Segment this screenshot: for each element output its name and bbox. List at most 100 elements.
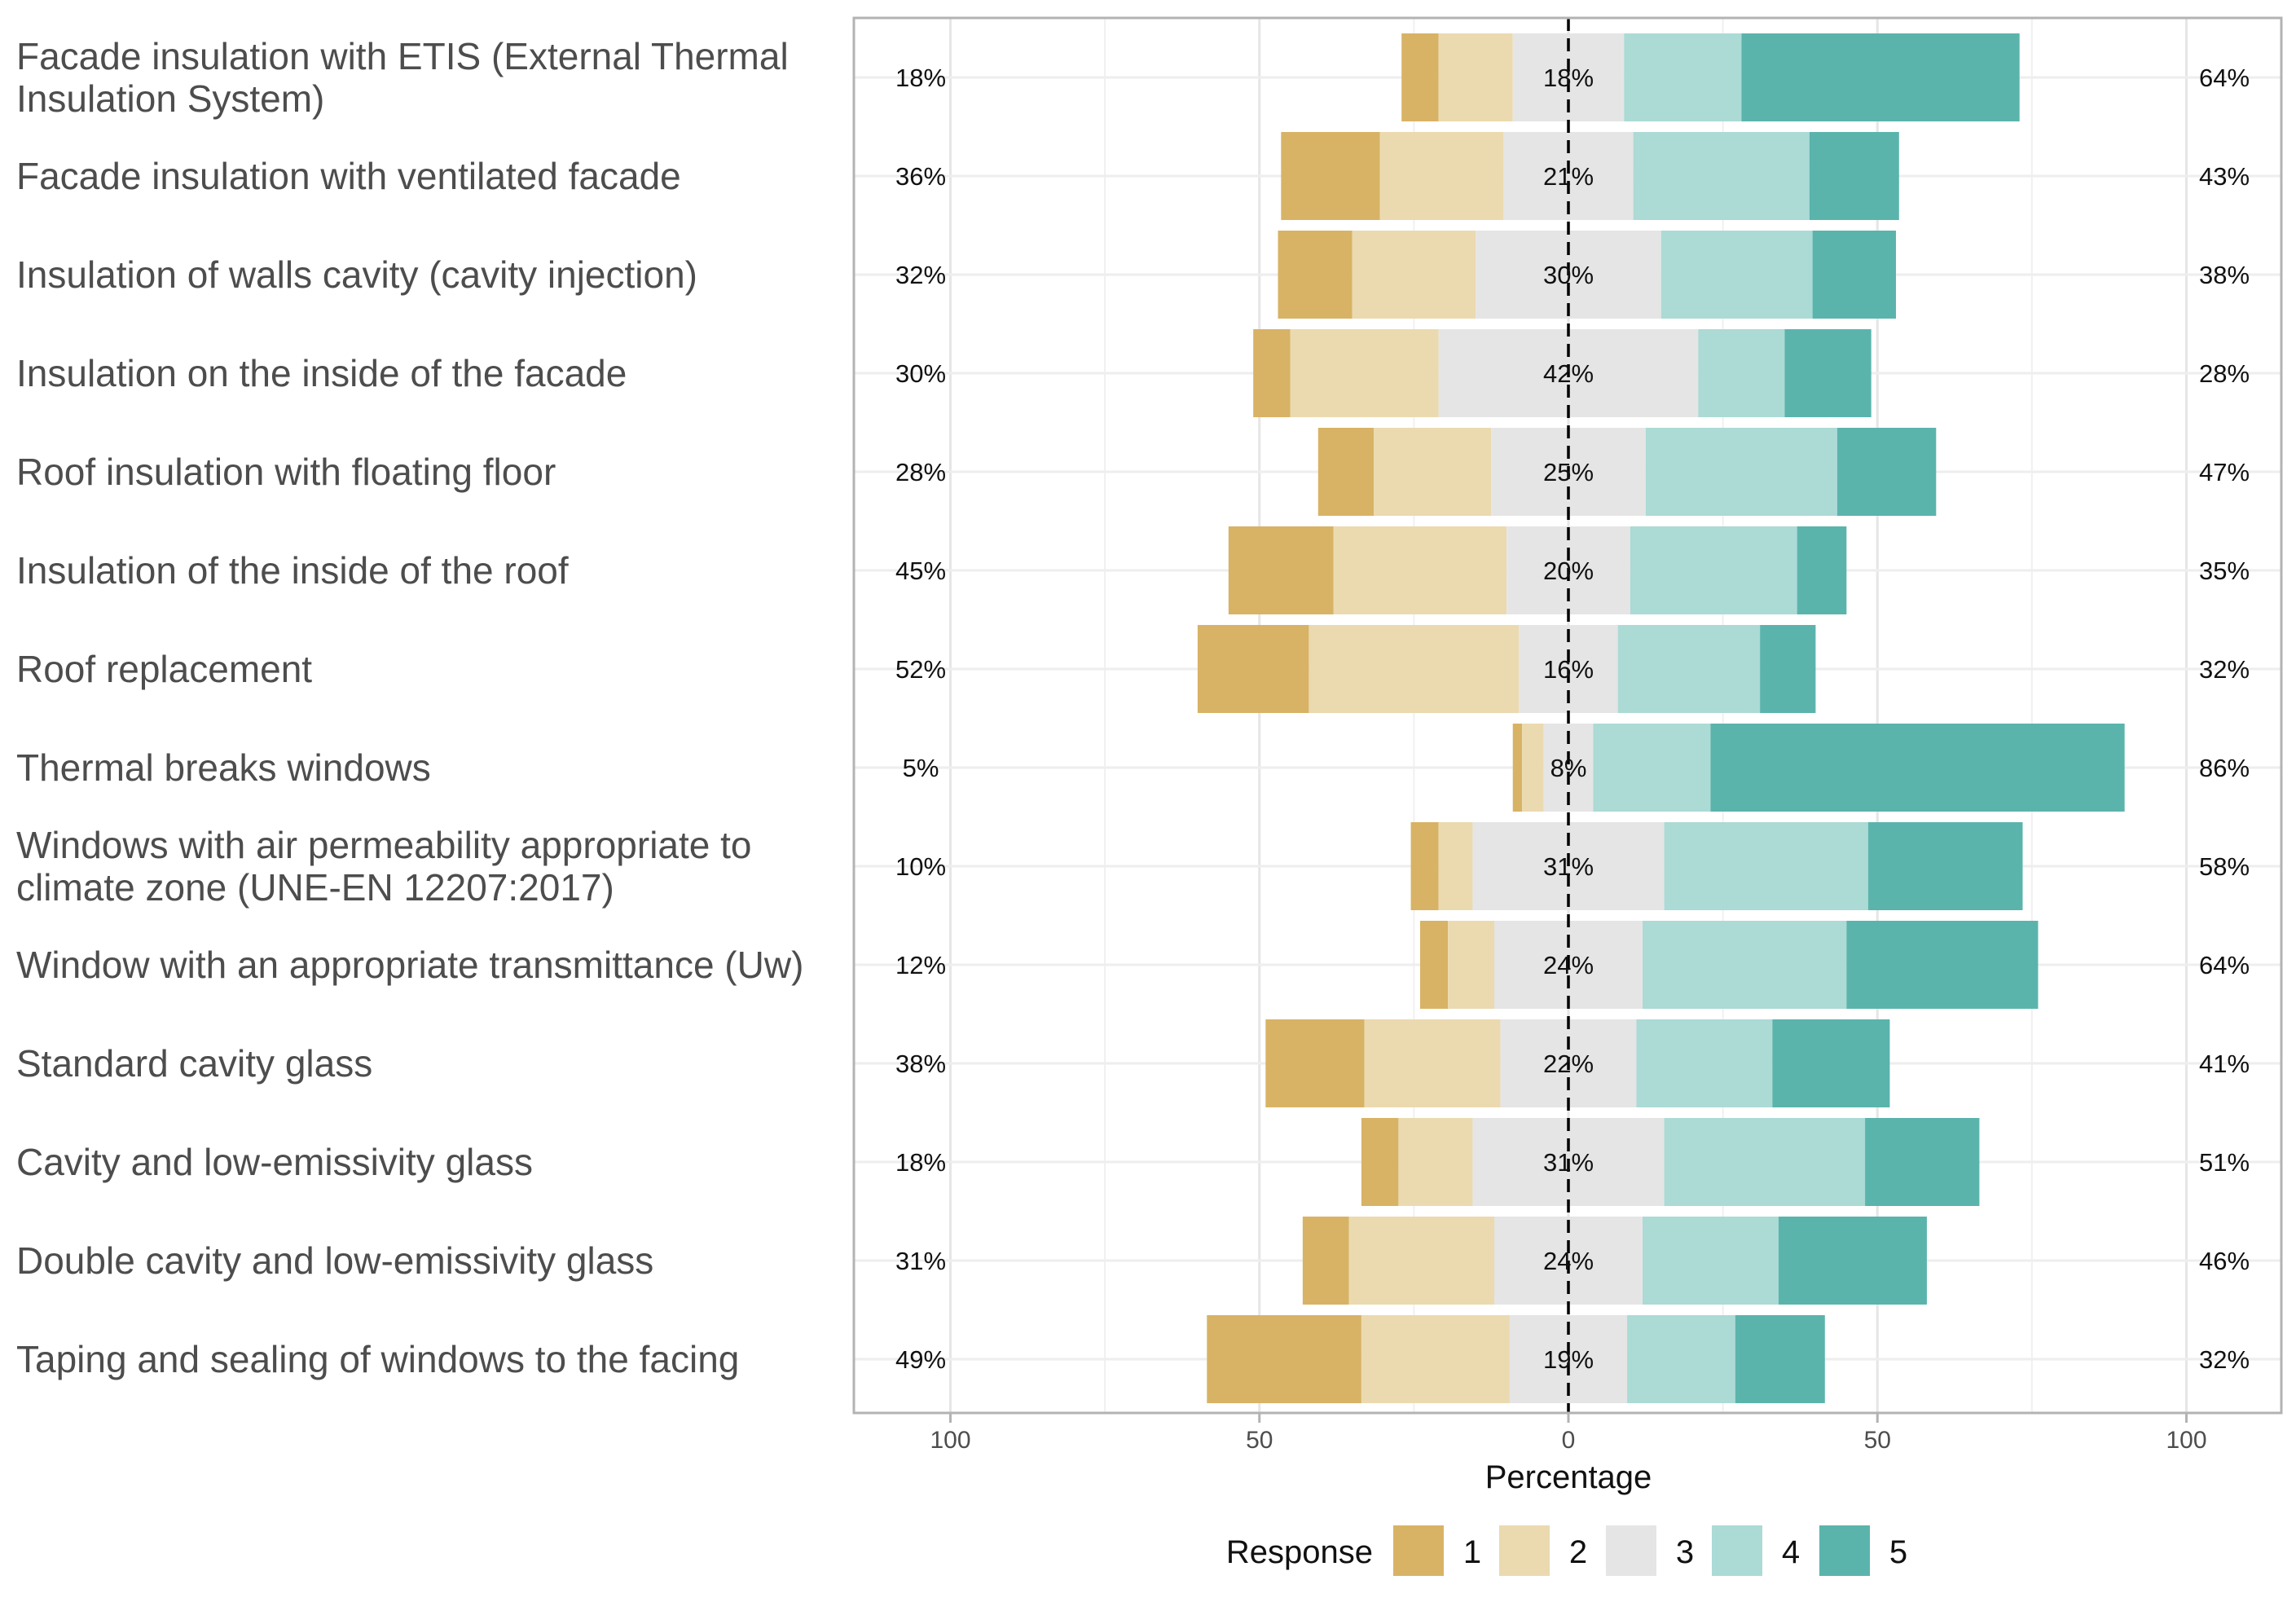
- category-label: Facade insulation with ventilated facade: [16, 155, 681, 197]
- right-percent-label: 64%: [2199, 64, 2250, 92]
- center-percent-label: 24%: [1543, 1247, 1594, 1275]
- left-percent-label: 18%: [895, 1148, 946, 1177]
- bar-segment-response-1: [1207, 1315, 1361, 1403]
- x-tick-label: 50: [1864, 1427, 1891, 1454]
- left-percent-label: 45%: [895, 557, 946, 585]
- left-percent-label: 5%: [903, 754, 939, 782]
- right-percent-label: 47%: [2199, 458, 2250, 486]
- center-percent-label: 25%: [1543, 458, 1594, 486]
- left-percent-label: 12%: [895, 951, 946, 979]
- bar-segment-response-1: [1278, 231, 1353, 319]
- legend-key-response-3: [1606, 1525, 1656, 1576]
- right-percent-label: 28%: [2199, 359, 2250, 388]
- bar-segment-response-4: [1630, 526, 1797, 614]
- bar-segment-response-2: [1309, 625, 1520, 713]
- bar-segment-response-2: [1398, 1118, 1473, 1206]
- bar-segment-response-1: [1410, 822, 1439, 910]
- bar-segment-response-1: [1302, 1217, 1349, 1305]
- bar-segment-response-4: [1660, 231, 1813, 319]
- bar-segment-response-1: [1228, 526, 1334, 614]
- center-percent-label: 22%: [1543, 1050, 1594, 1078]
- bar-segment-response-4: [1643, 921, 1847, 1009]
- left-percent-label: 30%: [895, 359, 946, 388]
- bar-segment-response-1: [1317, 428, 1375, 516]
- bar-segment-response-2: [1348, 1217, 1494, 1305]
- left-percent-label: 18%: [895, 64, 946, 92]
- category-label: Double cavity and low-emissivity glass: [16, 1239, 653, 1282]
- category-label: Roof insulation with floating floor: [16, 451, 556, 493]
- bar-segment-response-4: [1698, 329, 1785, 417]
- right-percent-label: 41%: [2199, 1050, 2250, 1078]
- center-percent-label: 31%: [1543, 1148, 1594, 1177]
- legend-label: 3: [1676, 1534, 1694, 1570]
- x-tick-label: 100: [2166, 1427, 2206, 1454]
- bar-segment-response-1: [1197, 625, 1309, 713]
- legend-key-response-5: [1819, 1525, 1870, 1576]
- bar-segment-response-5: [1865, 1118, 1980, 1206]
- bar-segment-response-5: [1778, 1217, 1927, 1305]
- left-percent-label: 28%: [895, 458, 946, 486]
- bar-segment-response-2: [1361, 1315, 1510, 1403]
- bar-segment-response-4: [1664, 822, 1868, 910]
- bar-segment-response-1: [1281, 132, 1380, 220]
- category-label: Taping and sealing of windows to the fac…: [16, 1338, 739, 1380]
- bar-segment-response-5: [1735, 1315, 1825, 1403]
- bar-segment-response-4: [1645, 428, 1837, 516]
- bar-segment-response-4: [1633, 132, 1810, 220]
- bar-segment-response-4: [1643, 1217, 1779, 1305]
- right-percent-label: 38%: [2199, 261, 2250, 289]
- x-tick-label: 0: [1562, 1427, 1576, 1454]
- bar-segment-response-4: [1593, 724, 1711, 812]
- bar-segment-response-2: [1333, 526, 1507, 614]
- left-percent-label: 38%: [895, 1050, 946, 1078]
- bar-segment-response-5: [1741, 33, 2020, 121]
- bar-segment-response-2: [1522, 724, 1544, 812]
- x-tick-label: 100: [930, 1427, 970, 1454]
- category-label: Window with an appropriate transmittance…: [16, 944, 803, 986]
- category-label: Insulation System): [16, 77, 324, 120]
- bar-segment-response-1: [1512, 724, 1523, 812]
- bar-segment-response-4: [1624, 33, 1742, 121]
- legend-label: 1: [1463, 1534, 1481, 1570]
- right-percent-label: 64%: [2199, 951, 2250, 979]
- bar-segment-response-5: [1797, 526, 1847, 614]
- category-label: Roof replacement: [16, 648, 312, 690]
- center-percent-label: 31%: [1543, 852, 1594, 881]
- bar-segment-response-2: [1352, 231, 1476, 319]
- bar-segment-response-2: [1438, 822, 1473, 910]
- center-percent-label: 19%: [1543, 1345, 1594, 1374]
- bar-segment-response-1: [1265, 1019, 1365, 1107]
- category-label: climate zone (UNE-EN 12207:2017): [16, 866, 614, 909]
- bar-segment-response-2: [1448, 921, 1494, 1009]
- bar-segment-response-5: [1760, 625, 1816, 713]
- category-label: Insulation of the inside of the roof: [16, 549, 569, 592]
- bar-segment-response-1: [1419, 921, 1449, 1009]
- bar-segment-response-5: [1867, 822, 2023, 910]
- left-percent-label: 31%: [895, 1247, 946, 1275]
- bar-segment-response-5: [1710, 724, 2125, 812]
- left-percent-label: 10%: [895, 852, 946, 881]
- bar-segment-response-2: [1364, 1019, 1501, 1107]
- center-percent-label: 8%: [1550, 754, 1587, 782]
- legend-key-response-1: [1393, 1525, 1444, 1576]
- bar-segment-response-2: [1438, 33, 1513, 121]
- bar-segment-response-5: [1846, 921, 2039, 1009]
- right-percent-label: 32%: [2199, 655, 2250, 684]
- bar-segment-response-4: [1627, 1315, 1735, 1403]
- left-percent-label: 32%: [895, 261, 946, 289]
- legend-key-response-2: [1499, 1525, 1550, 1576]
- right-percent-label: 35%: [2199, 557, 2250, 585]
- center-percent-label: 30%: [1543, 261, 1594, 289]
- bar-segment-response-5: [1809, 132, 1899, 220]
- right-percent-label: 43%: [2199, 162, 2250, 191]
- right-percent-label: 46%: [2199, 1247, 2250, 1275]
- center-percent-label: 21%: [1543, 162, 1594, 191]
- category-label: Insulation on the inside of the facade: [16, 352, 627, 394]
- bar-segment-response-4: [1617, 625, 1761, 713]
- bar-segment-response-2: [1290, 329, 1439, 417]
- x-tick-label: 50: [1246, 1427, 1273, 1454]
- right-percent-label: 86%: [2199, 754, 2250, 782]
- category-label: Standard cavity glass: [16, 1042, 372, 1085]
